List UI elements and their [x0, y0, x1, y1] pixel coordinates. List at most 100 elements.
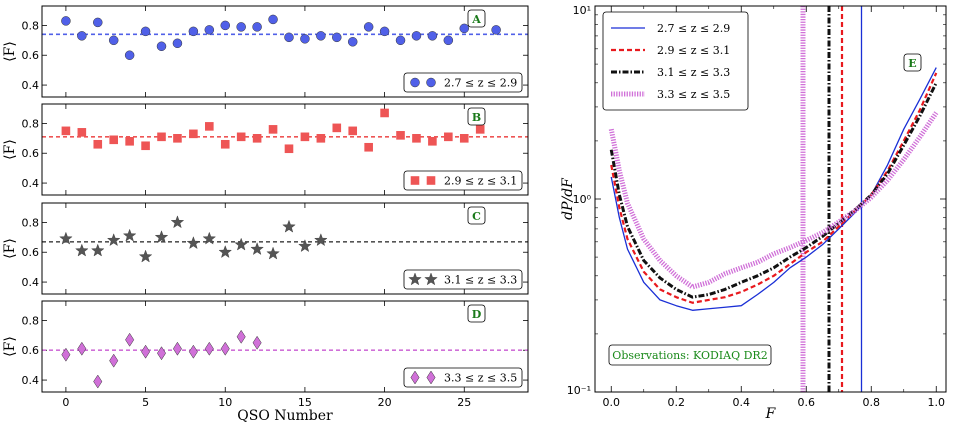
panel-a: 0.4 0.6 0.8 ⟨F⟩ A 2.7 ≤ z ≤ 2.9 [2, 5, 529, 98]
data-point [154, 230, 169, 244]
data-point [348, 126, 358, 136]
x-tick-label: 5 [142, 396, 149, 409]
data-point [363, 22, 374, 32]
series-line [608, 111, 939, 290]
y-tick-label: 10¹ [573, 4, 591, 17]
x-tick-label: 0.6 [798, 396, 816, 409]
legend-box [403, 170, 523, 191]
data-point [444, 132, 453, 142]
x-tick-label: 0 [62, 396, 69, 409]
y-axis-label: ⟨F⟩ [2, 336, 18, 357]
data-point [236, 329, 246, 344]
y-axis-label: ⟨F⟩ [2, 238, 18, 259]
legend-marker [410, 370, 420, 385]
panel-letter-box [903, 53, 922, 72]
data-point [125, 332, 135, 347]
data-point [108, 35, 119, 46]
data-point [61, 16, 71, 26]
y-tick-label: 0.4 [22, 276, 40, 289]
data-point [300, 132, 310, 142]
x-tick-label: 0.4 [733, 396, 751, 409]
data-point [204, 341, 214, 356]
legend-label: 3.3 ≤ z ≤ 3.5 [657, 88, 730, 101]
y-tick-label: 0.8 [22, 19, 40, 32]
y-tick-label: 0.4 [22, 374, 40, 387]
data-point [298, 239, 312, 252]
data-point [428, 136, 437, 146]
x-tick-label: 0.0 [603, 396, 621, 409]
data-point [61, 126, 71, 136]
legend-marker [410, 176, 420, 185]
data-point [427, 31, 438, 41]
data-point [204, 25, 215, 35]
legend-label: 3.1 ≤ z ≤ 3.3 [657, 66, 730, 79]
data-point [141, 344, 151, 359]
data-point [172, 38, 183, 49]
legend-marker [408, 272, 422, 286]
axes-frame [41, 202, 529, 295]
panel-letter-box [467, 9, 486, 28]
annotation-text: Observations: KODIAQ DR2 [612, 349, 767, 362]
legend-box [403, 367, 523, 388]
data-point [109, 135, 119, 145]
data-point [172, 341, 182, 356]
data-point [156, 41, 167, 52]
y-tick-label: 0.6 [22, 147, 40, 160]
axes-frame [41, 103, 529, 196]
data-point [109, 353, 119, 368]
data-point [125, 136, 134, 146]
panel-letter-box [467, 206, 486, 225]
annotation-box [608, 344, 772, 366]
data-point [332, 123, 342, 133]
data-point [91, 243, 105, 257]
data-point [284, 32, 294, 43]
data-point [282, 219, 296, 233]
data-point [491, 25, 501, 35]
data-point [252, 22, 262, 32]
data-point [252, 335, 262, 350]
data-point [220, 139, 230, 149]
x-axis-label: QSO Number [237, 408, 333, 424]
y-axis-label: ⟨F⟩ [2, 139, 18, 160]
data-point [106, 233, 121, 247]
data-point [266, 246, 280, 260]
data-point [236, 22, 246, 32]
y-tick-label: 0.8 [22, 314, 40, 327]
data-point [459, 23, 470, 34]
data-point [252, 134, 262, 143]
panel-e: 0.0 0.2 0.4 0.6 0.8 1.0 10⁻¹ 10⁰ 10¹ FdP/dF 2.7 ≤ … [560, 4, 947, 422]
data-point [205, 122, 214, 131]
plot-area [608, 6, 939, 392]
data-point [218, 245, 232, 258]
data-point [59, 231, 73, 245]
series-line [610, 67, 937, 311]
x-tick-label: 10 [218, 396, 232, 409]
data-point [300, 34, 310, 44]
data-point [459, 134, 469, 143]
data-point [380, 108, 389, 118]
data-point [316, 134, 326, 143]
data-point [77, 341, 87, 356]
panel-letter: A [471, 13, 481, 26]
legend-marker [424, 272, 438, 286]
legend-box [403, 72, 523, 93]
data-point [77, 128, 87, 137]
legend-box [403, 269, 523, 290]
legend-label: 2.9 ≤ z ≤ 3.1 [657, 44, 730, 57]
data-point [443, 35, 454, 46]
data-point [395, 35, 406, 46]
y-tick-label: 0.6 [22, 246, 40, 259]
axes-frame [41, 300, 529, 393]
data-point [236, 132, 246, 142]
y-tick-label: 0.6 [22, 49, 40, 62]
y-tick-label: 10⁻¹ [567, 384, 591, 397]
data-point [93, 374, 103, 389]
data-point [234, 237, 248, 251]
data-point [186, 236, 201, 250]
data-point [202, 231, 217, 245]
data-point [173, 134, 182, 143]
legend-marker [426, 77, 436, 88]
data-point [347, 37, 358, 47]
x-tick-label: 0.8 [863, 396, 881, 409]
